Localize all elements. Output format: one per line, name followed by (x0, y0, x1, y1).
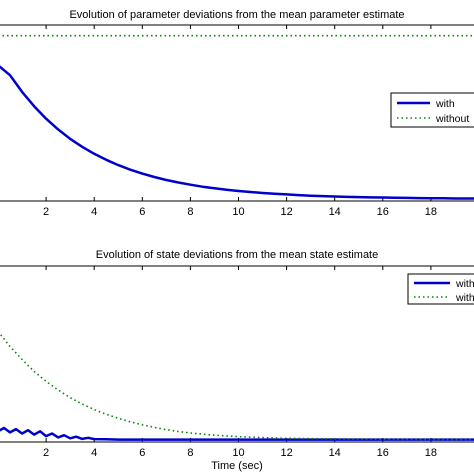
parameter-deviation-panel: Evolution of parameter deviations from t… (0, 9, 474, 218)
chart-title: Evolution of parameter deviations from t… (69, 9, 404, 21)
series-group (0, 34, 474, 200)
x-axis-label: Time (sec) (211, 460, 263, 472)
x-tick-label: 10 (232, 447, 244, 459)
series-line-without (0, 332, 474, 441)
x-tick-label: 2 (43, 206, 49, 218)
series-line-with (0, 65, 474, 200)
x-tick-label: 4 (91, 206, 97, 218)
x-tick-label: 6 (139, 447, 145, 459)
x-tick-label: 16 (377, 447, 389, 459)
x-tick-label: 4 (91, 447, 97, 459)
legend-label-with: with (435, 98, 455, 110)
x-tick-label: 12 (280, 206, 292, 218)
x-tick-label: 14 (329, 447, 341, 459)
x-tick-label: 18 (425, 206, 437, 218)
x-tick-label: 8 (187, 447, 193, 459)
x-tick-label: 8 (187, 206, 193, 218)
legend-label-without: without (455, 292, 474, 304)
x-axis-ticks: 2 4 6 8 10 12 14 16 18 (43, 25, 437, 218)
series-line-with (0, 426, 474, 441)
series-group (0, 332, 474, 441)
legend-label-without: without (435, 113, 469, 125)
legend-box (390, 92, 474, 128)
x-tick-label: 10 (232, 206, 244, 218)
x-tick-label: 14 (329, 206, 341, 218)
x-tick-label: 12 (280, 447, 292, 459)
x-tick-label: 16 (377, 206, 389, 218)
legend-box (407, 273, 474, 305)
legend-label-with: with (455, 278, 474, 290)
x-tick-label: 6 (139, 206, 145, 218)
legend: with without (390, 92, 474, 128)
chart-title: Evolution of state deviations from the m… (96, 249, 378, 261)
x-tick-label: 18 (425, 447, 437, 459)
legend: with without (407, 273, 474, 305)
x-tick-label: 2 (43, 447, 49, 459)
state-deviation-panel: Evolution of state deviations from the m… (0, 249, 474, 472)
